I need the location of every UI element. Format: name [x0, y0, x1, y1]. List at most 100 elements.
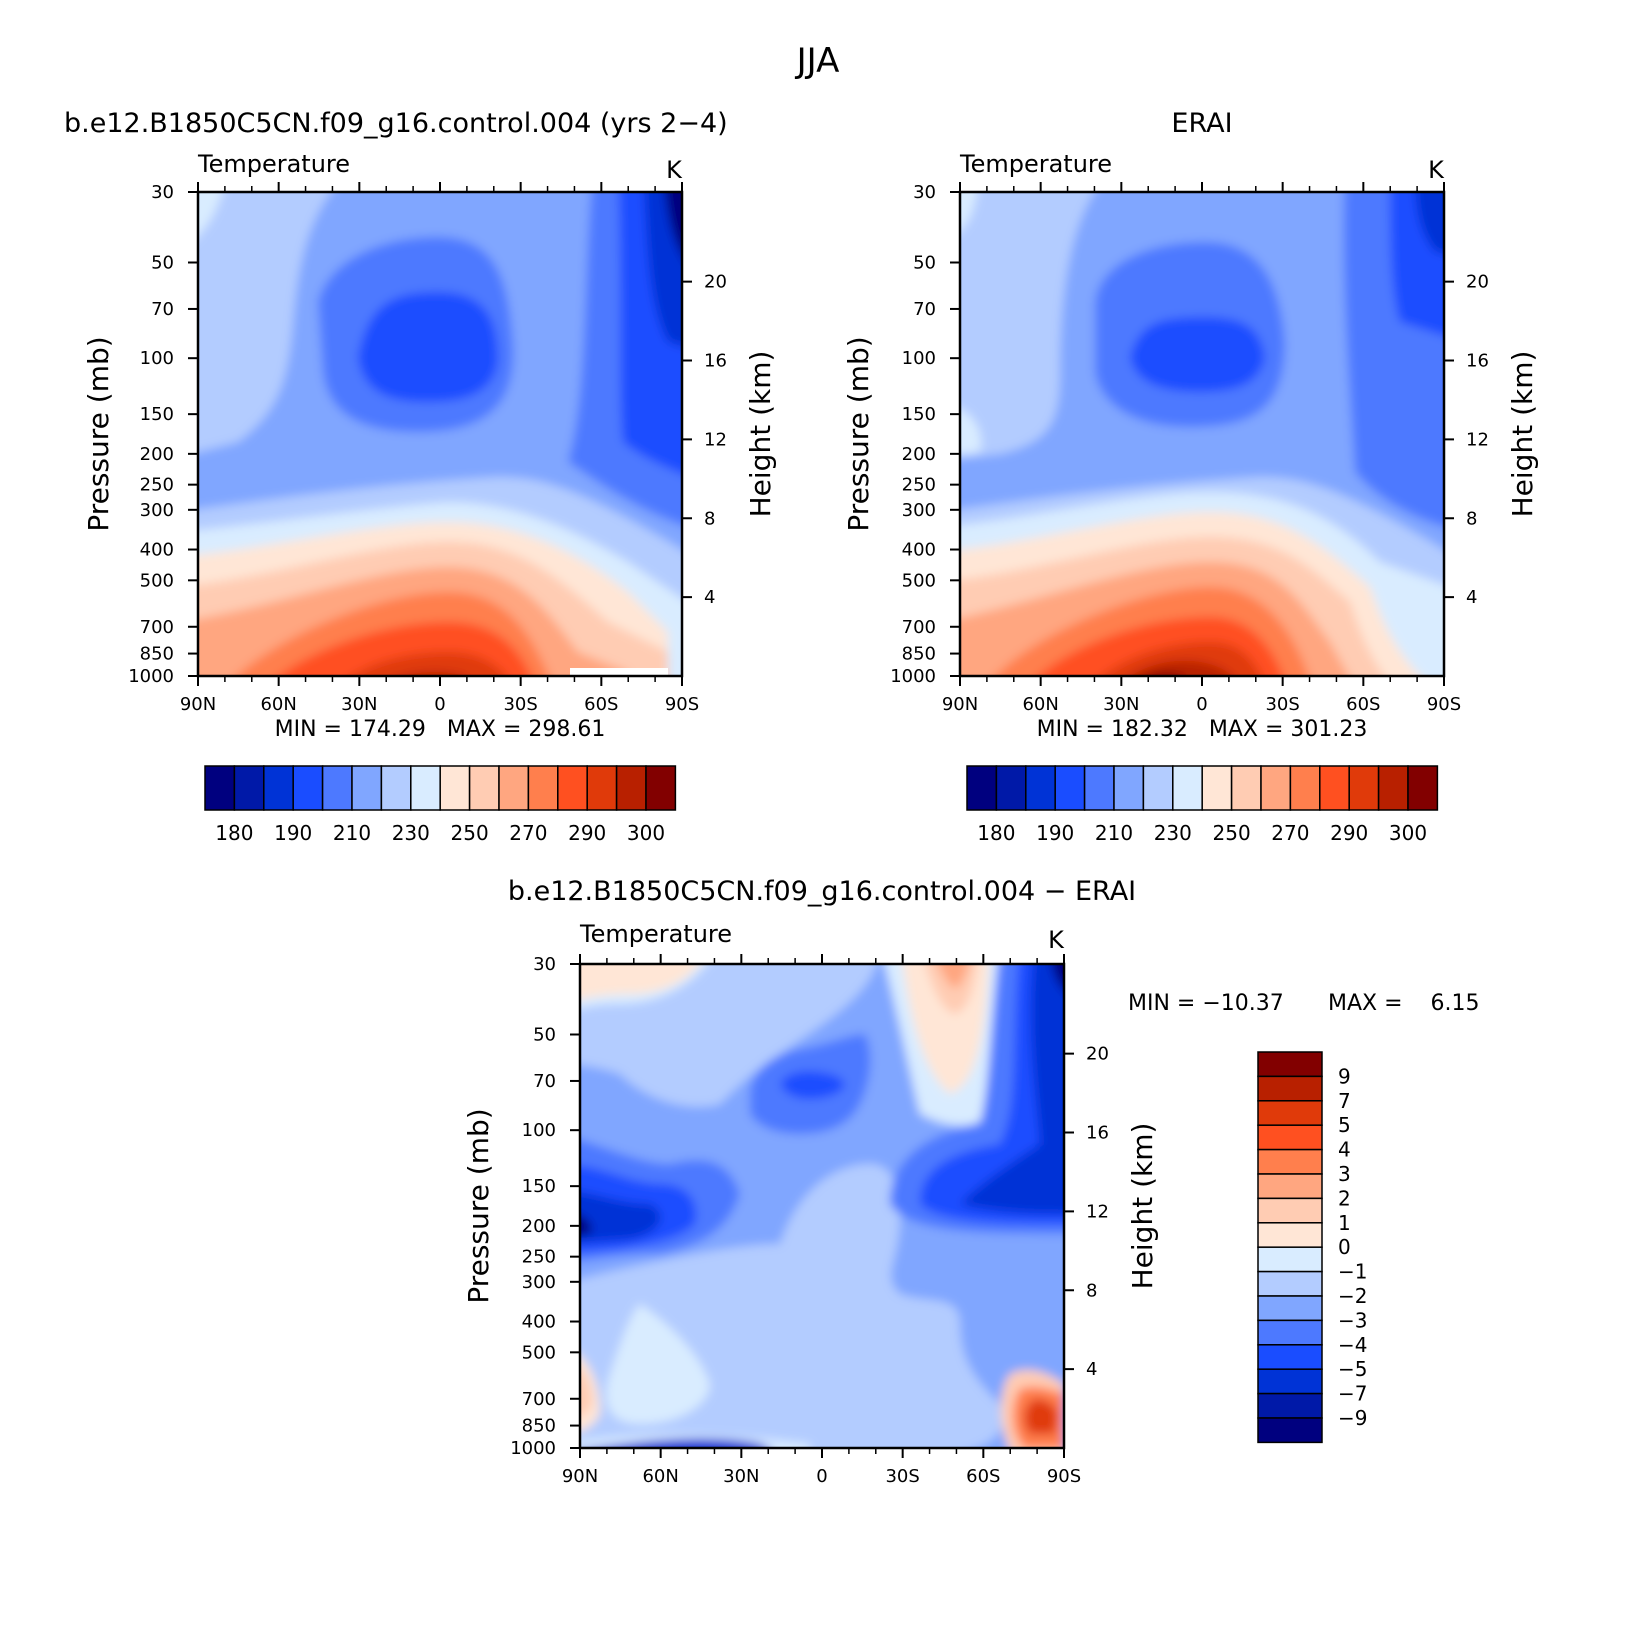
band-warm-sh-3 [938, 964, 969, 989]
colorbar: 180 190 210 230 250 270 290 300 [204, 765, 677, 845]
y-axis-label: Pressure (mb) [82, 336, 115, 531]
colorbar-swatch [995, 765, 1027, 811]
colorbar-label: −2 [1338, 1284, 1367, 1308]
y-tick-label: 100 [522, 1120, 556, 1141]
panel-title: ERAI [1171, 108, 1232, 139]
band-warm-8 [1130, 660, 1233, 676]
colorbar-label: 180 [977, 821, 1015, 845]
y-tick-label: 50 [913, 253, 936, 274]
colorbar-label: 190 [1036, 821, 1074, 845]
colorbar-swatch [1257, 1051, 1323, 1078]
colorbar-label: 2 [1338, 1186, 1351, 1210]
y2-tick-label: 8 [1466, 508, 1477, 529]
colorbar-label: 0 [1338, 1235, 1351, 1259]
band-cold-nh-core [580, 1215, 592, 1236]
colorbar-swatch [1257, 1173, 1323, 1200]
y-tick-label: 150 [902, 404, 936, 425]
subtitle-variable: Temperature [579, 920, 732, 948]
x-tick-label: 90N [942, 694, 978, 715]
colorbar-swatch [263, 765, 294, 811]
y-tick-label: 700 [522, 1389, 556, 1410]
colorbar-label: 300 [1389, 821, 1427, 845]
subtitle-units: K [1048, 926, 1065, 954]
band-tropical-core [358, 292, 498, 402]
y2-tick-label: 12 [1466, 429, 1489, 450]
band-cold-sh-core [1051, 964, 1064, 990]
colorbar-swatch [1257, 1246, 1323, 1273]
colorbar-swatch [586, 765, 618, 811]
y-tick-label: 30 [913, 182, 936, 203]
y-tick-label: 50 [533, 1025, 556, 1046]
colorbar-swatch [380, 765, 412, 811]
colorbar-label: −5 [1338, 1357, 1367, 1381]
colorbar-swatch [1054, 765, 1086, 811]
colorbar-swatch [1025, 765, 1056, 811]
plot-area [960, 192, 1444, 676]
y-tick-label: 150 [522, 1176, 556, 1197]
y-tick-label: 400 [140, 540, 174, 561]
y2-tick-label: 20 [1466, 272, 1489, 293]
x-tick-label: 0 [816, 1466, 827, 1487]
y-tick-label: 200 [902, 444, 936, 465]
x-tick-label: 90N [180, 694, 216, 715]
panel-difference: b.e12.B1850C5CN.f09_g16.control.004 − ER… [462, 876, 1480, 1487]
subtitle-units: K [1428, 156, 1445, 184]
colorbar-swatch [1172, 765, 1203, 811]
y-tick-label: 1000 [510, 1438, 556, 1459]
missing-data-region [570, 668, 668, 676]
axes: 90N 60N 30N 0 30S 60S 90S 30 50 70 100 150 200 250 300… [128, 182, 727, 715]
colorbar-label: 3 [1338, 1162, 1351, 1186]
band-light-nw [580, 964, 877, 1107]
y2-tick-label: 4 [1086, 1359, 1097, 1380]
subtitle-variable: Temperature [959, 150, 1112, 178]
band-lighter-s [606, 1304, 710, 1424]
y-tick-label: 500 [902, 570, 936, 591]
y-tick-label: 1000 [128, 666, 174, 687]
band-warm-sh-surface-3 [1024, 1399, 1058, 1434]
y2-tick-label: 4 [704, 587, 715, 608]
colorbar-label: 210 [333, 821, 371, 845]
colorbar-swatch [966, 765, 998, 811]
y-tick-label: 70 [151, 299, 174, 320]
colorbar-swatch [1113, 765, 1145, 811]
band-tropical-core [1130, 317, 1265, 392]
x-tick-label: 30S [885, 1466, 919, 1487]
colorbar-label: 290 [1330, 821, 1368, 845]
y-tick-label: 100 [902, 348, 936, 369]
band-warm-7 [1102, 642, 1262, 676]
y-tick-label: 200 [522, 1216, 556, 1237]
x-tick-label: 0 [434, 694, 445, 715]
colorbar-swatch [557, 765, 588, 811]
x-tick-label: 90N [562, 1466, 598, 1487]
colorbar-swatch [1257, 1319, 1323, 1346]
x-tick-label: 60N [642, 1466, 678, 1487]
x-tick-label: 90S [1047, 1466, 1081, 1487]
colorbar-label: 270 [509, 821, 547, 845]
colorbar-label: 180 [215, 821, 253, 845]
y2-tick-label: 8 [704, 508, 715, 529]
band-cold-strat-core [780, 1071, 845, 1099]
x-tick-label: 30S [503, 694, 537, 715]
y-tick-label: 70 [533, 1071, 556, 1092]
colorbar-swatch [351, 765, 383, 811]
y2-tick-label: 20 [704, 272, 727, 293]
y2-tick-label: 12 [1086, 1201, 1109, 1222]
plot-area [580, 964, 1064, 1448]
y-axis-label: Pressure (mb) [842, 336, 875, 531]
colorbar-label: 4 [1338, 1138, 1351, 1162]
colorbar-label: 230 [392, 821, 430, 845]
y2-tick-label: 16 [1466, 351, 1489, 372]
colorbar-swatch [1083, 765, 1115, 811]
colorbar-label: −1 [1338, 1260, 1367, 1284]
stats-min: MIN = −10.37 [1128, 991, 1284, 1016]
colorbar-swatch [204, 765, 236, 811]
colorbar-swatch [1260, 765, 1292, 811]
colorbar-swatch [1201, 765, 1233, 811]
y-tick-label: 700 [140, 617, 174, 638]
stats-max: MAX = 6.15 [1328, 991, 1480, 1016]
panel-title: b.e12.B1850C5CN.f09_g16.control.004 (yrs… [64, 108, 728, 139]
band-cold-surface [595, 1438, 768, 1448]
colorbar-swatch [1257, 1197, 1323, 1224]
band-polar-n-2 [960, 408, 981, 455]
colorbar-swatch [1348, 765, 1380, 811]
